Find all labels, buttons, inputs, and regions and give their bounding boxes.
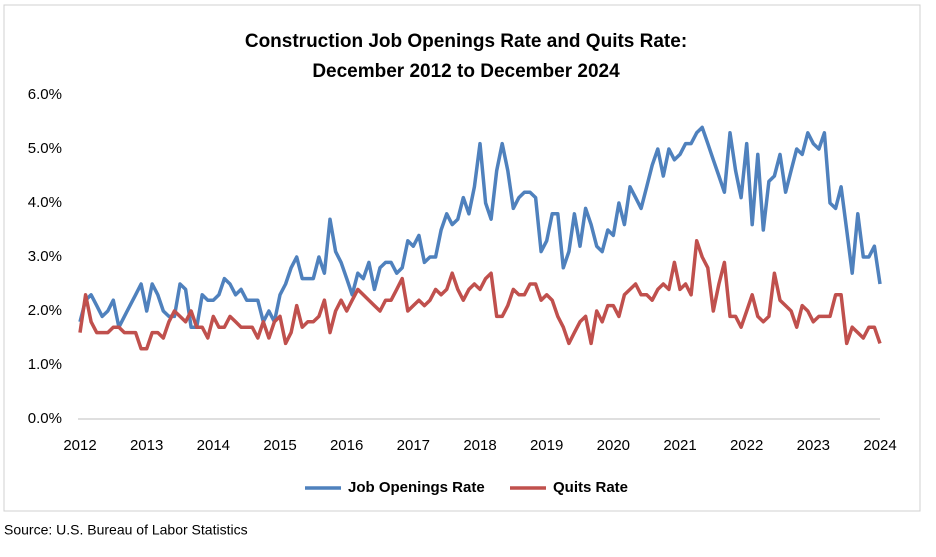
- y-tick-label: 2.0%: [28, 302, 62, 319]
- chart-subtitle: December 2012 to December 2024: [312, 61, 620, 82]
- y-tick-label: 3.0%: [28, 248, 62, 265]
- chart-frame: [3, 4, 921, 512]
- y-tick-label: 4.0%: [28, 194, 62, 211]
- y-tick-label: 5.0%: [28, 140, 62, 157]
- x-tick-label: 2015: [263, 437, 296, 454]
- x-tick-label: 2018: [463, 437, 496, 454]
- x-tick-label: 2022: [730, 437, 763, 454]
- y-tick-label: 6.0%: [28, 86, 62, 103]
- x-tick-label: 2014: [197, 437, 230, 454]
- legend-label: Quits Rate: [553, 479, 628, 496]
- x-tick-label: 2021: [663, 437, 696, 454]
- chart-title: Construction Job Openings Rate and Quits…: [245, 31, 687, 52]
- x-tick-label: 2017: [397, 437, 430, 454]
- y-tick-label: 1.0%: [28, 356, 62, 373]
- x-tick-label: 2020: [597, 437, 630, 454]
- x-tick-label: 2012: [63, 437, 96, 454]
- y-tick-label: 0.0%: [28, 410, 62, 427]
- x-tick-label: 2013: [130, 437, 163, 454]
- source-note: Source: U.S. Bureau of Labor Statistics: [4, 522, 248, 538]
- series-line: [78, 125, 882, 329]
- legend-label: Job Openings Rate: [348, 479, 485, 496]
- x-tick-label: 2024: [863, 437, 896, 454]
- x-tick-label: 2023: [797, 437, 830, 454]
- series-line: [78, 239, 882, 351]
- x-tick-label: 2019: [530, 437, 563, 454]
- x-tick-label: 2016: [330, 437, 363, 454]
